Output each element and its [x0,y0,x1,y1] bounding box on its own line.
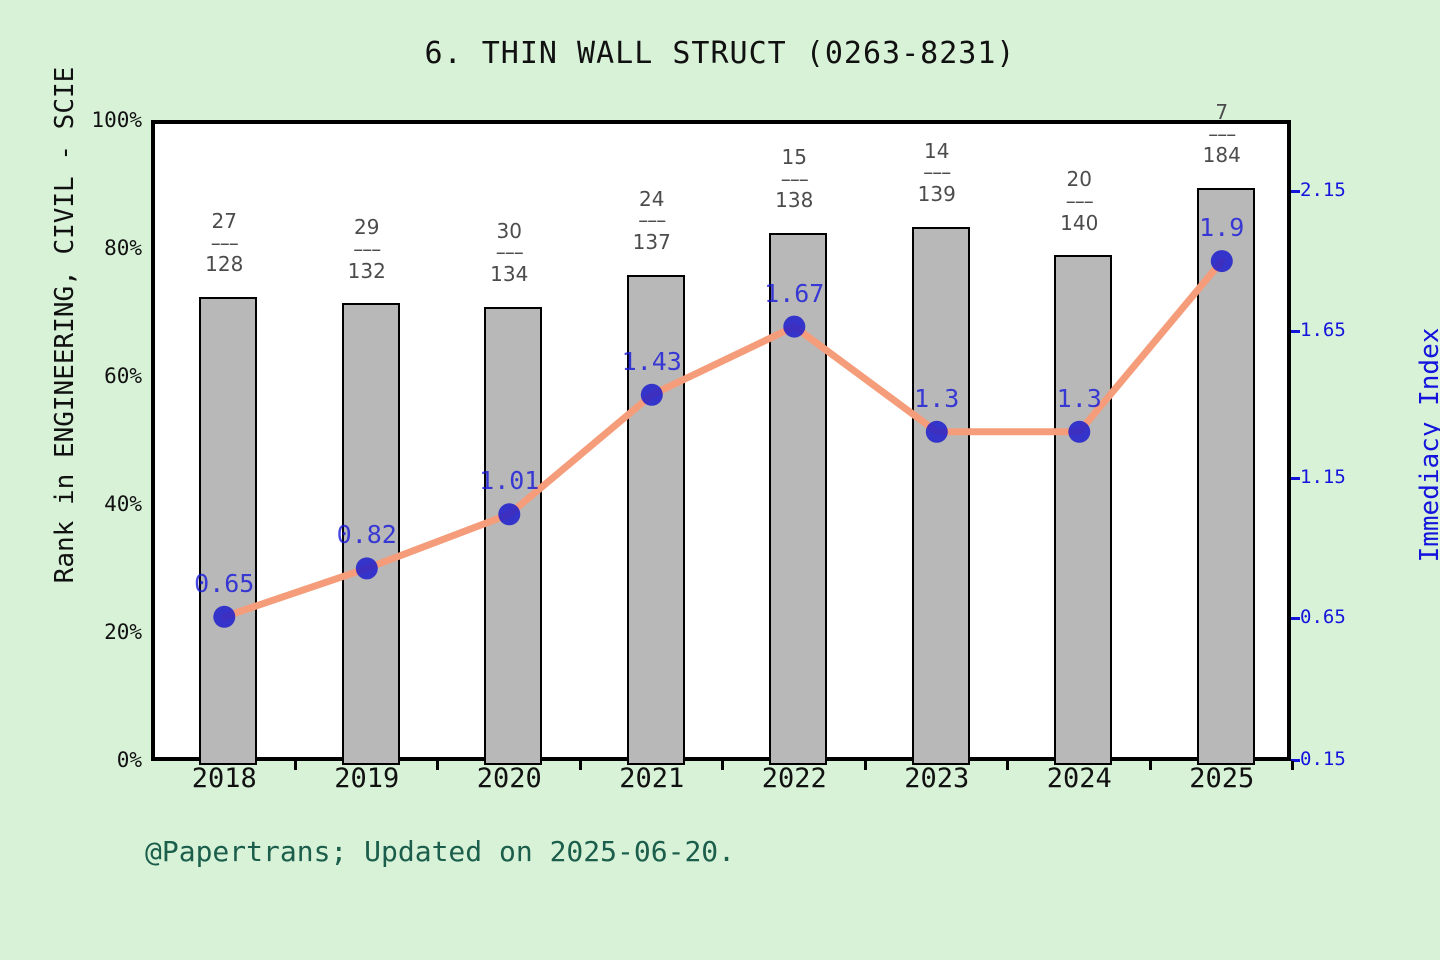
x-axis-tickmark-2018 [293,761,297,770]
rank-fraction-2018: 27 ––– 128 [154,209,294,277]
immediacy-value-2022: 1.67 [764,278,825,308]
left-axis-tick-100: 100% [91,108,142,132]
rank-numerator: 7 [1215,100,1229,125]
rank-fraction-2023: 14 ––– 139 [867,138,1007,206]
bar-2018 [199,297,258,765]
left-axis-tick-40: 40% [104,492,142,516]
x-axis-tickmark-2023 [1006,761,1009,770]
bar-2024 [1054,255,1113,765]
footer-credit: @Papertrans; Updated on 2025-06-20. [145,835,736,868]
rank-denominator: 128 [205,252,244,277]
x-axis-tickmark-2025 [1291,761,1294,770]
right-axis-tickmark-215 [1291,190,1300,193]
right-axis-tickmark-065 [1291,617,1300,620]
rank-divider: ––– [210,230,239,255]
x-axis-tickmark-2019 [436,761,439,770]
immediacy-value-2018: 0.65 [194,568,255,598]
rank-divider: ––– [780,166,809,191]
rank-fraction-2025: 7 ––– 184 [1152,100,1292,168]
right-axis-tick-015: 0.15 [1300,748,1346,770]
rank-numerator: 27 [211,209,237,234]
rank-divider: ––– [1065,188,1094,213]
x-axis-tick-2023: 2023 [904,763,970,794]
right-axis-label: Immediacy Index [1415,327,1440,563]
right-axis-tick-115: 1.15 [1300,466,1346,488]
immediacy-value-2024: 1.3 [1056,383,1102,413]
left-axis-tick-80: 80% [104,236,142,260]
bar-2020 [484,306,543,765]
rank-numerator: 14 [924,138,950,163]
rank-denominator: 137 [632,229,671,254]
immediacy-value-2020: 1.01 [479,466,540,496]
left-axis-label: Rank in ENGINEERING, CIVIL - SCIE [50,66,80,584]
right-axis-tick-215: 2.15 [1300,179,1346,201]
rank-denominator: 139 [917,181,956,206]
rank-numerator: 20 [1066,167,1092,192]
x-axis-tickmark-2024 [1148,761,1152,770]
rank-numerator: 29 [354,215,380,240]
rank-denominator: 134 [490,261,529,286]
rank-fraction-2019: 29 ––– 132 [297,217,437,282]
rank-denominator: 184 [1202,143,1241,168]
bar-2023 [911,226,970,765]
rank-divider: ––– [495,240,524,265]
x-axis-tickmark-2022 [863,761,867,770]
rank-divider: ––– [923,160,951,185]
rank-denominator: 138 [775,188,814,213]
immediacy-value-2025: 1.9 [1199,213,1245,243]
rank-denominator: 140 [1060,210,1099,235]
rank-numerator: 15 [781,144,807,169]
x-axis-tick-2020: 2020 [476,763,542,794]
rank-fraction-2022: 15 ––– 138 [724,144,864,213]
rank-numerator: 30 [496,218,522,243]
right-axis-tickmark-115 [1291,477,1300,480]
rank-numerator: 24 [639,186,665,211]
x-axis-tick-2019: 2019 [334,763,400,794]
x-axis-tick-2022: 2022 [761,763,827,794]
x-axis-tick-2018: 2018 [191,763,257,794]
rank-divider: ––– [638,208,666,233]
x-axis-tickmark-2020 [578,761,582,770]
bar-2025 [1196,188,1255,765]
x-axis-tick-2021: 2021 [619,763,685,794]
right-axis-tick-165: 1.65 [1300,319,1346,341]
right-axis-tickmark-015 [1291,759,1300,762]
rank-fraction-2024: 20 ––– 140 [1009,169,1149,234]
x-axis-tickmark-2021 [721,761,724,770]
page-title: 6. THIN WALL STRUCT (0263-8231) [424,36,1016,71]
right-axis-tick-065: 0.65 [1300,606,1346,628]
x-axis-tick-2024: 2024 [1046,763,1112,794]
left-axis-tick-60: 60% [104,364,142,388]
rank-fraction-2020: 30 ––– 134 [439,218,579,286]
rank-fraction-2021: 24 ––– 137 [582,186,722,254]
rank-divider: ––– [353,237,381,262]
immediacy-value-2023: 1.3 [914,383,960,413]
rank-divider: ––– [1208,121,1236,146]
right-axis-tickmark-165 [1291,330,1300,333]
left-axis-tick-20: 20% [104,620,142,644]
immediacy-value-2019: 0.82 [336,520,397,550]
immediacy-value-2021: 1.43 [621,346,682,376]
left-axis-tick-0: 0% [116,748,142,772]
rank-denominator: 132 [347,258,386,283]
x-axis-tick-2025: 2025 [1189,763,1255,794]
bar-2022 [769,232,828,765]
